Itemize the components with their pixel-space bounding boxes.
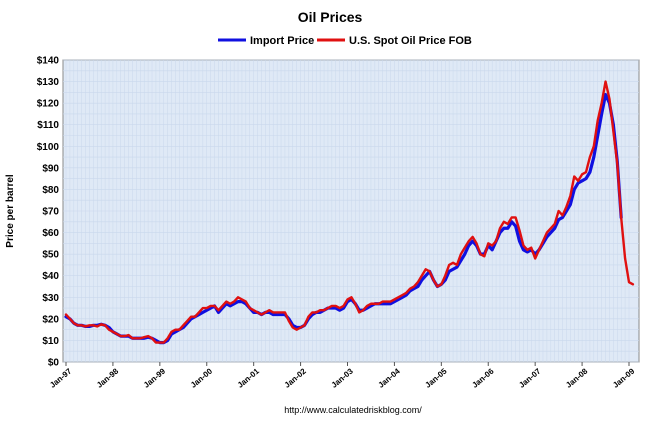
legend: Import Price U.S. Spot Oil Price FOB [218, 35, 472, 47]
y-tick-label: $120 [37, 99, 60, 110]
y-axis-label: Price per barrel [5, 174, 16, 248]
y-tick-label: $140 [37, 56, 60, 67]
y-tick-label: $130 [37, 77, 60, 88]
series-lines [64, 80, 635, 345]
y-tick-label: $20 [42, 314, 59, 325]
y-tick-label: $10 [42, 336, 59, 347]
y-tick-label: $60 [42, 228, 59, 239]
y-tick-label: $80 [42, 185, 59, 196]
y-tick-label: $50 [42, 250, 59, 261]
y-tick-label: $30 [42, 293, 59, 304]
y-tick-label: $40 [42, 271, 59, 282]
series-line-spot-price [64, 80, 635, 344]
chart-title: Oil Prices [298, 9, 363, 25]
y-tick-label: $100 [37, 142, 60, 153]
legend-label-import: Import Price [250, 35, 314, 47]
y-tick-label: $90 [42, 163, 59, 174]
legend-label-spot: U.S. Spot Oil Price FOB [349, 35, 472, 47]
y-tick-label: $110 [37, 120, 59, 131]
source-url: http://www.calculatedriskblog.com/ [284, 405, 422, 415]
y-tick-label: $0 [48, 358, 60, 369]
y-axis-ticks: $0 $10 $20 $30 $40 $50 $60 $70 $80 $90 $100 $110 $12… [37, 56, 60, 369]
grid [63, 59, 639, 363]
y-tick-label: $70 [42, 207, 59, 218]
